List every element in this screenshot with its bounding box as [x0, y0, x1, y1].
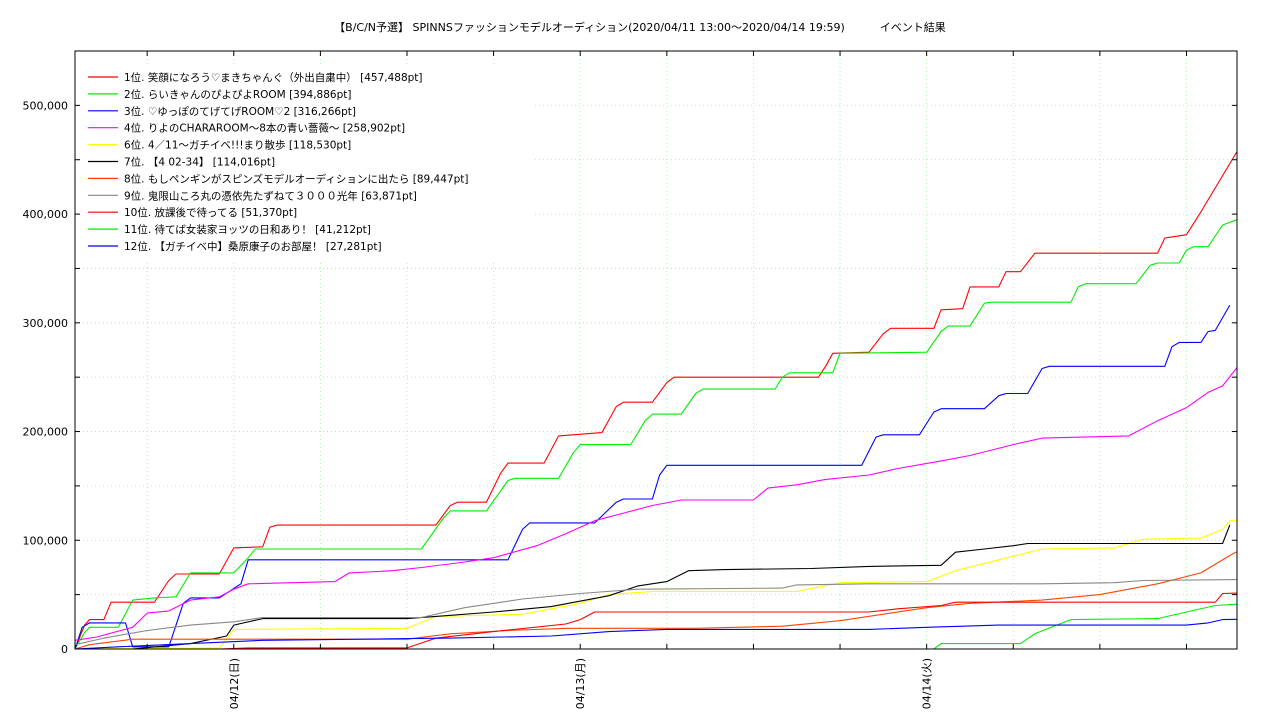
- series-line-4: [74, 367, 1238, 641]
- chart-title: 【B/C/N予選】 SPINNSファッションモデルオーディション(2020/04…: [334, 21, 946, 34]
- plot-frame: [74, 50, 1238, 650]
- legend-entry: 9位. 鬼限山ころ丸の憑依先たずねて３０００光年 [63,871pt]: [124, 189, 417, 202]
- legend-entry: 12位. 【ガチイベ中】桑原康子のお部屋！ [27,281pt]: [124, 240, 382, 253]
- y-tick-label: 200,000: [23, 426, 69, 439]
- legend-entry: 4位. りよのCHARAROOM〜8本の青い薔薇〜 [258,902pt]: [124, 122, 405, 135]
- series-line-9: [75, 592, 1238, 650]
- legend-entry: 8位. もしペンギンがスピンズモデルオーディションに出たら [89,447pt]: [124, 172, 468, 185]
- legend-entry: 6位. 4／11〜ガチイベ!!!まり散歩 [118,530pt]: [124, 139, 351, 152]
- series-line-2: [74, 219, 1238, 650]
- y-tick-label: 100,000: [23, 534, 69, 547]
- axis-ticks: 0 100,000 200,000 300,000 400,000 500,000 04/1…: [23, 50, 1237, 709]
- legend: 1位. 笑顔になろう♡まきちゃんぐ（外出自粛中） [457,488pt] 2位. …: [82, 65, 532, 261]
- legend-entry: 10位. 放課後で待ってる [51,370pt]: [124, 206, 297, 219]
- legend-entry: 1位. 笑顔になろう♡まきちゃんぐ（外出自粛中） [457,488pt]: [124, 71, 423, 84]
- series-line-3: [74, 304, 1231, 650]
- y-tick-label: 0: [61, 643, 68, 656]
- legend-entry: 7位. 【4 02-34】 [114,016pt]: [124, 156, 275, 169]
- legend-entry: 3位. ♡ゆっぽのてげてげROOM♡2 [316,266pt]: [124, 105, 356, 118]
- series-line-8: [74, 579, 1238, 646]
- legend-entry: 2位. らいきゃんのぴよぴよROOM [394,886pt]: [124, 88, 351, 101]
- legend-entry: 11位. 待てば女装家ヨッツの日和あり！ [41,212pt]: [124, 223, 371, 236]
- x-tick-label: 04/13(月): [574, 658, 587, 709]
- series-line-1: [74, 151, 1238, 650]
- series-lines: [74, 151, 1238, 650]
- legend-background: [82, 65, 532, 261]
- series-line-5: [74, 519, 1238, 650]
- y-tick-label: 500,000: [23, 99, 69, 112]
- x-tick-label: 04/14(火): [921, 658, 934, 709]
- x-tick-label: 04/12(日): [228, 658, 241, 709]
- y-tick-label: 300,000: [23, 317, 69, 330]
- series-line-7: [74, 551, 1238, 650]
- y-tick-label: 400,000: [23, 208, 69, 221]
- series-line-11: [74, 618, 1238, 650]
- series-line-6: [75, 524, 1231, 650]
- series-line-10: [933, 603, 1238, 650]
